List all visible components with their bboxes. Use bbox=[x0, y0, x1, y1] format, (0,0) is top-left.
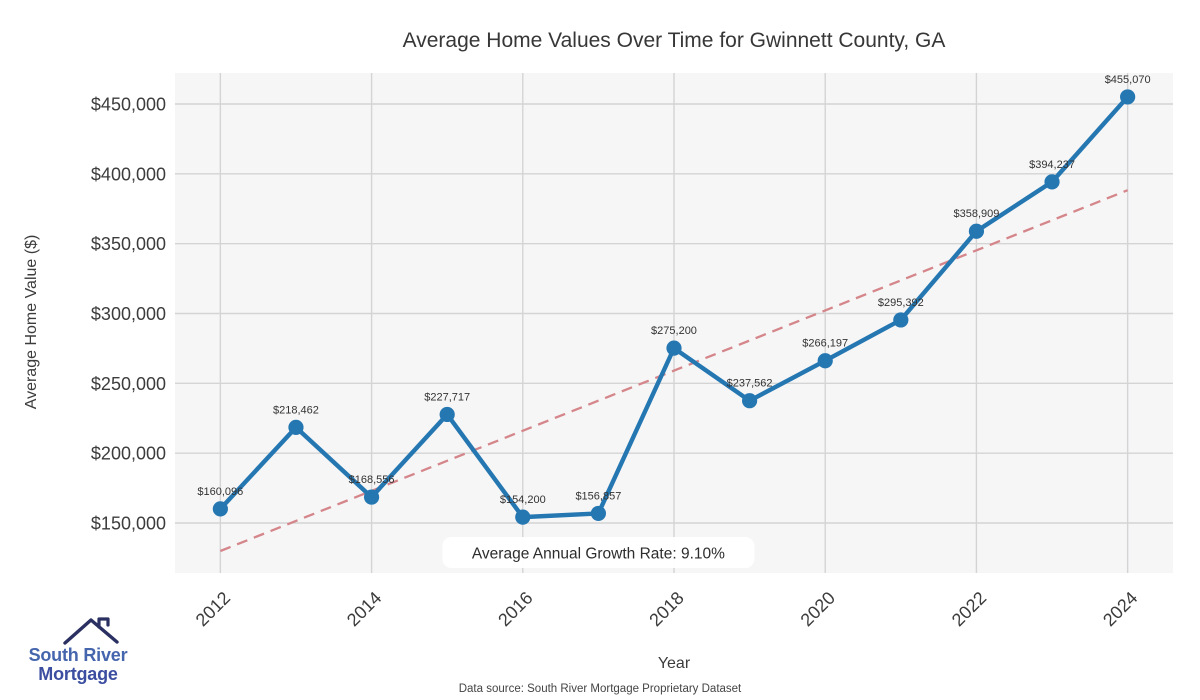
y-tick-label: $350,000 bbox=[91, 234, 166, 254]
data-point bbox=[1044, 174, 1060, 190]
y-tick-label: $200,000 bbox=[91, 444, 166, 464]
data-point-label: $154,200 bbox=[500, 494, 546, 506]
data-point-label: $275,200 bbox=[651, 325, 697, 337]
y-axis-label: Average Home Value ($) bbox=[23, 235, 40, 410]
logo: South River Mortgage bbox=[16, 612, 140, 694]
data-point bbox=[590, 505, 606, 522]
data-point bbox=[742, 393, 758, 409]
y-tick-label: $150,000 bbox=[91, 514, 166, 534]
data-point-label: $358,909 bbox=[953, 208, 999, 220]
data-point-label: $266,197 bbox=[802, 338, 848, 350]
plot-area: $150,000 $200,000 $250,000 $300,000 $350,000… bbox=[91, 73, 1173, 630]
data-point-label: $168,556 bbox=[349, 474, 395, 486]
data-point bbox=[1120, 89, 1136, 105]
data-point-label: $394,237 bbox=[1029, 159, 1075, 171]
x-tick-label: 2022 bbox=[948, 588, 990, 630]
data-point bbox=[288, 419, 304, 435]
data-point bbox=[363, 489, 380, 505]
x-tick-label: 2016 bbox=[494, 588, 536, 630]
y-tick-label: $400,000 bbox=[91, 164, 166, 184]
data-point bbox=[666, 340, 682, 356]
annotation-box bbox=[442, 537, 755, 569]
x-axis-label: Year bbox=[658, 655, 691, 672]
y-tick-label: $450,000 bbox=[91, 95, 166, 115]
x-tick-label: 2024 bbox=[1099, 588, 1141, 630]
logo-text-line2: Mortgage bbox=[38, 664, 118, 684]
data-point-label: $455,070 bbox=[1105, 74, 1151, 86]
data-point bbox=[817, 353, 833, 369]
data-point-label: $237,562 bbox=[727, 378, 773, 390]
data-point bbox=[968, 223, 985, 239]
data-point-label: $218,462 bbox=[273, 404, 319, 416]
data-point-label: $227,717 bbox=[424, 391, 470, 403]
logo-text-line1: South River bbox=[28, 645, 128, 665]
y-tick-label: $250,000 bbox=[91, 374, 166, 394]
house-roof-icon bbox=[63, 617, 119, 645]
data-point bbox=[893, 312, 909, 328]
data-point bbox=[515, 509, 531, 525]
growth-rate-text: Average Annual Growth Rate: 9.10% bbox=[472, 546, 725, 563]
x-tick-label: 2012 bbox=[192, 588, 234, 630]
data-point-label: $156,857 bbox=[575, 490, 621, 502]
growth-rate-annotation: Average Annual Growth Rate: 9.10% bbox=[442, 537, 755, 569]
x-tick-label: 2018 bbox=[645, 588, 687, 630]
data-source-text: Data source: South River Mortgage Propri… bbox=[459, 683, 742, 695]
x-tick-label: 2014 bbox=[343, 588, 385, 630]
data-point-label: $295,392 bbox=[878, 297, 924, 309]
y-tick-label: $300,000 bbox=[91, 304, 166, 324]
chart-title: Average Home Values Over Time for Gwinne… bbox=[403, 29, 946, 52]
data-point-label: $160,096 bbox=[197, 486, 243, 498]
data-point bbox=[439, 406, 455, 423]
data-point bbox=[212, 501, 228, 517]
x-tick-label: 2020 bbox=[797, 588, 839, 630]
